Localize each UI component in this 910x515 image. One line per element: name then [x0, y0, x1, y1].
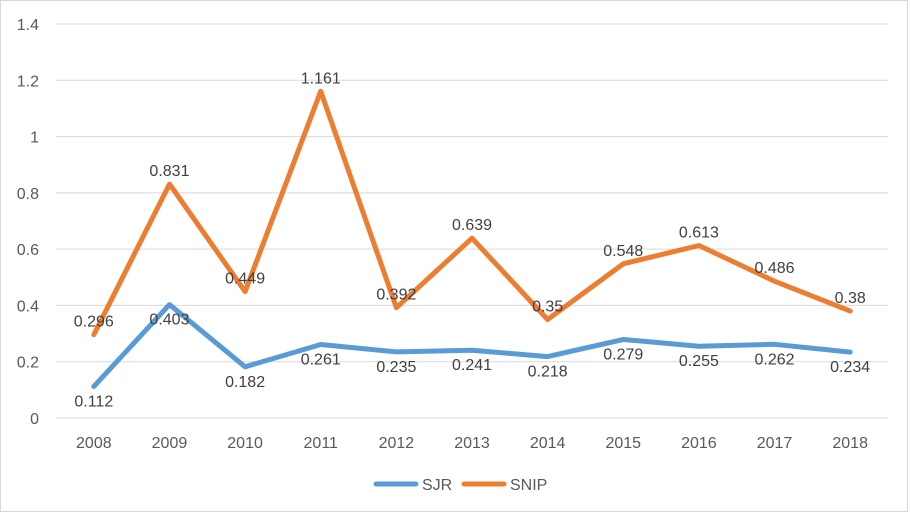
x-tick-label: 2015	[605, 435, 641, 452]
data-label-snip: 0.639	[452, 217, 492, 234]
y-tick-label: 0	[30, 411, 39, 428]
legend-label-snip: SNIP	[510, 477, 547, 494]
data-label-sjr: 0.182	[225, 374, 265, 391]
data-label-sjr: 0.112	[74, 393, 113, 410]
y-tick-label: 0.6	[17, 242, 39, 259]
series-line-snip	[91, 88, 853, 338]
data-label-snip: 0.613	[679, 224, 719, 241]
y-tick-label: 1	[30, 130, 39, 147]
data-label-snip: 0.486	[755, 260, 795, 277]
data-label-sjr: 0.234	[830, 359, 870, 376]
legend: SJR SNIP	[373, 477, 547, 494]
gridlines	[56, 23, 888, 419]
y-tick-label: 1.2	[17, 73, 39, 90]
data-label-sjr: 0.218	[528, 364, 568, 381]
data-label-snip: 0.392	[376, 287, 416, 304]
series-line-sjr	[91, 302, 853, 389]
y-axis-tick-labels: 0 0.2 0.4 0.6 0.8 1 1.2 1.4	[17, 17, 39, 428]
x-tick-label: 2016	[681, 435, 717, 452]
series-lines	[91, 88, 853, 389]
data-label-sjr: 0.255	[679, 353, 719, 370]
x-tick-label: 2018	[832, 435, 868, 452]
x-tick-label: 2014	[530, 435, 566, 452]
x-axis-tick-labels: 2008 2009 2010 2011 2012 2013 2014 2015 2016 2017…	[76, 435, 868, 452]
y-tick-label: 0.2	[17, 355, 39, 372]
x-tick-label: 2013	[454, 435, 490, 452]
data-label-snip: 0.831	[149, 163, 189, 180]
data-label-sjr: 0.235	[376, 359, 416, 376]
data-label-snip: 0.296	[74, 314, 114, 331]
data-labels: 0.112 0.403 0.182 0.261 0.235 0.241 0.218 0.279…	[74, 70, 871, 410]
data-label-sjr: 0.279	[603, 346, 643, 363]
data-label-snip: 1.161	[301, 70, 341, 87]
x-tick-label: 2010	[227, 435, 263, 452]
data-label-sjr: 0.261	[301, 352, 341, 369]
data-label-sjr: 0.403	[149, 312, 189, 329]
data-label-snip: 0.35	[532, 299, 563, 316]
data-label-snip: 0.449	[225, 271, 265, 288]
x-tick-label: 2012	[379, 435, 415, 452]
x-tick-label: 2011	[304, 435, 339, 452]
x-tick-label: 2008	[76, 435, 112, 452]
y-tick-label: 1.4	[17, 17, 39, 34]
legend-label-sjr: SJR	[422, 477, 452, 494]
x-tick-label: 2009	[152, 435, 188, 452]
y-tick-label: 0.8	[17, 186, 39, 203]
x-tick-label: 2017	[757, 435, 793, 452]
data-label-snip: 0.38	[835, 290, 866, 307]
data-label-snip: 0.548	[603, 243, 643, 260]
data-label-sjr: 0.241	[452, 357, 492, 374]
data-label-sjr: 0.262	[755, 351, 795, 368]
y-tick-label: 0.4	[17, 298, 39, 315]
